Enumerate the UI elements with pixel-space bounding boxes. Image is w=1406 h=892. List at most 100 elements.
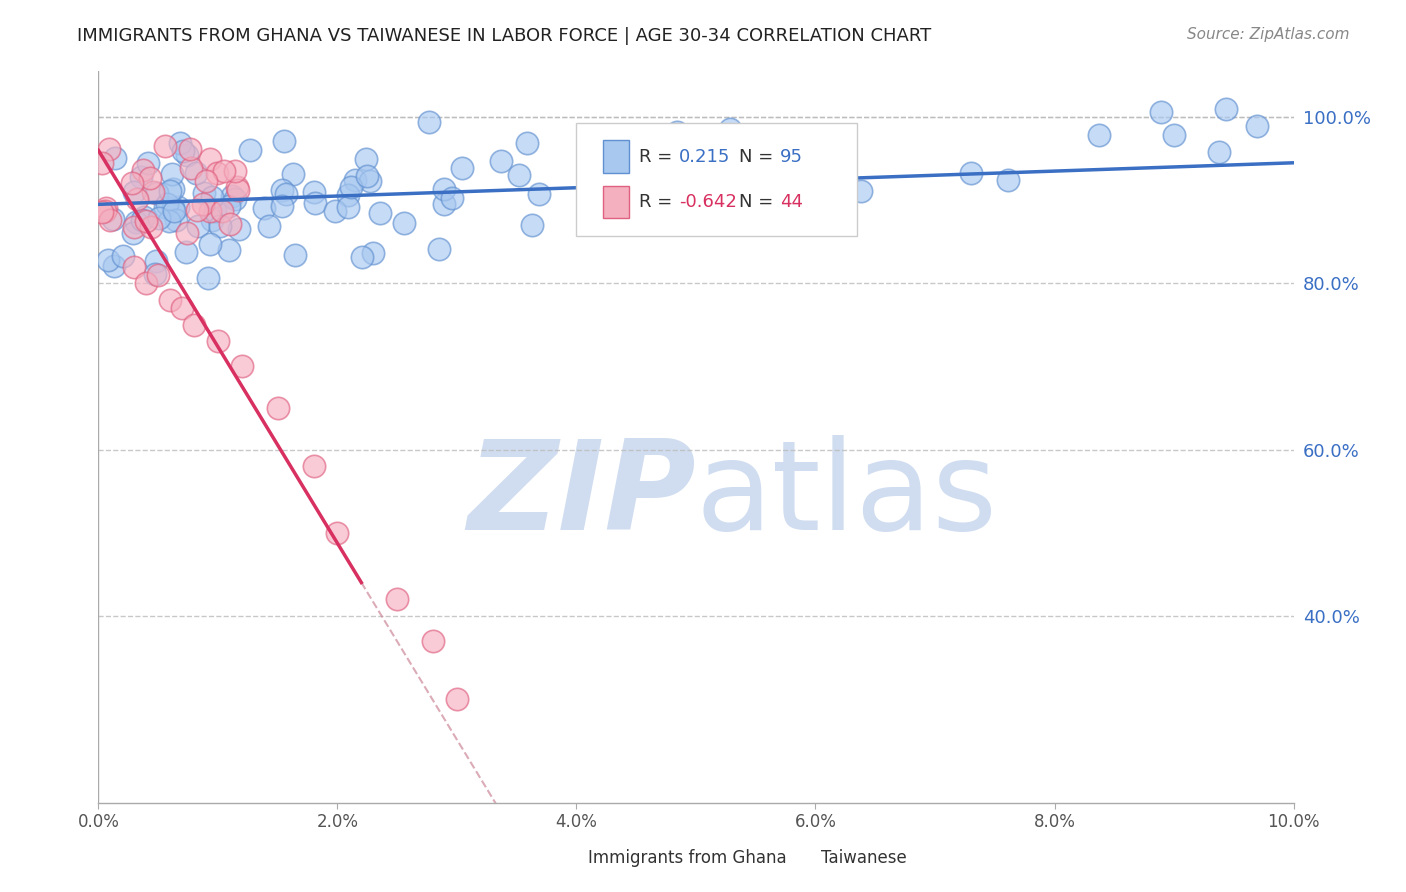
Point xyxy=(274,186,297,201)
Point xyxy=(98,143,121,157)
Point xyxy=(224,192,246,206)
Point xyxy=(224,163,246,178)
Point xyxy=(124,260,146,274)
Point xyxy=(169,136,191,151)
Point xyxy=(186,203,208,218)
Point xyxy=(1215,102,1237,116)
Point xyxy=(153,200,176,214)
Point xyxy=(165,213,187,227)
Point xyxy=(153,139,176,153)
Point xyxy=(231,359,253,374)
Point xyxy=(960,166,983,180)
Bar xyxy=(603,186,628,219)
Point xyxy=(718,122,741,136)
Text: N =: N = xyxy=(740,193,779,211)
Point xyxy=(122,186,145,200)
Point xyxy=(218,199,240,213)
Bar xyxy=(603,140,628,173)
Bar xyxy=(786,844,811,871)
Point xyxy=(132,162,155,177)
Point xyxy=(267,401,290,415)
Point xyxy=(520,218,543,232)
Point xyxy=(665,125,688,139)
Point xyxy=(124,219,146,234)
Point xyxy=(323,203,346,218)
Point xyxy=(121,177,143,191)
Point xyxy=(139,171,162,186)
Point xyxy=(508,169,530,183)
Text: atlas: atlas xyxy=(696,435,998,556)
Point xyxy=(176,148,198,162)
Point xyxy=(422,633,444,648)
Point xyxy=(775,200,797,214)
Point xyxy=(723,178,745,193)
Point xyxy=(226,180,249,194)
Point xyxy=(157,214,180,228)
Point xyxy=(163,203,186,218)
Point xyxy=(337,200,360,214)
Text: N =: N = xyxy=(740,147,779,166)
Point xyxy=(257,219,280,234)
Point xyxy=(191,196,214,211)
Point xyxy=(212,164,235,178)
Point xyxy=(359,174,381,188)
Point xyxy=(997,173,1019,187)
Point xyxy=(94,204,117,219)
Point xyxy=(1150,104,1173,119)
Point xyxy=(786,203,808,218)
Point xyxy=(111,249,134,263)
Point xyxy=(97,252,120,267)
Point xyxy=(489,154,512,169)
Point xyxy=(219,218,242,232)
Point xyxy=(198,203,221,218)
Point xyxy=(340,180,363,194)
Point xyxy=(136,156,159,170)
Text: -0.642: -0.642 xyxy=(679,193,737,211)
Point xyxy=(1246,119,1268,133)
Point xyxy=(273,134,295,148)
Point xyxy=(103,260,125,274)
Point xyxy=(167,200,190,214)
Point xyxy=(304,185,326,199)
Text: Source: ZipAtlas.com: Source: ZipAtlas.com xyxy=(1187,27,1350,42)
Text: Immigrants from Ghana: Immigrants from Ghana xyxy=(589,848,787,867)
Point xyxy=(1208,145,1230,159)
Point xyxy=(695,178,717,192)
Point xyxy=(683,201,706,215)
Point xyxy=(239,143,262,157)
Text: 95: 95 xyxy=(780,147,803,166)
Point xyxy=(135,277,157,291)
Point xyxy=(142,185,165,199)
Point xyxy=(125,215,148,229)
Point xyxy=(446,692,468,706)
Point xyxy=(433,197,456,211)
Point xyxy=(198,236,221,251)
Point xyxy=(197,271,219,285)
Point xyxy=(162,201,184,215)
Point xyxy=(131,212,153,227)
Point xyxy=(343,172,366,186)
Point xyxy=(527,187,550,202)
Point xyxy=(392,216,415,230)
Point xyxy=(253,202,276,216)
Point xyxy=(159,293,181,307)
Point xyxy=(98,212,121,227)
Point xyxy=(427,242,450,256)
Point xyxy=(129,170,152,185)
Point xyxy=(159,184,181,198)
Point xyxy=(516,136,538,150)
Point xyxy=(94,201,117,215)
Text: 0.215: 0.215 xyxy=(679,147,731,166)
Point xyxy=(228,222,250,236)
Point xyxy=(200,152,222,166)
Point xyxy=(174,245,197,260)
Point xyxy=(385,592,409,607)
Point xyxy=(433,182,456,196)
Point xyxy=(135,214,157,228)
Point xyxy=(145,253,167,268)
Point xyxy=(356,169,378,184)
Point xyxy=(125,192,148,206)
Point xyxy=(195,174,218,188)
Point xyxy=(141,220,163,235)
Point xyxy=(354,153,377,167)
